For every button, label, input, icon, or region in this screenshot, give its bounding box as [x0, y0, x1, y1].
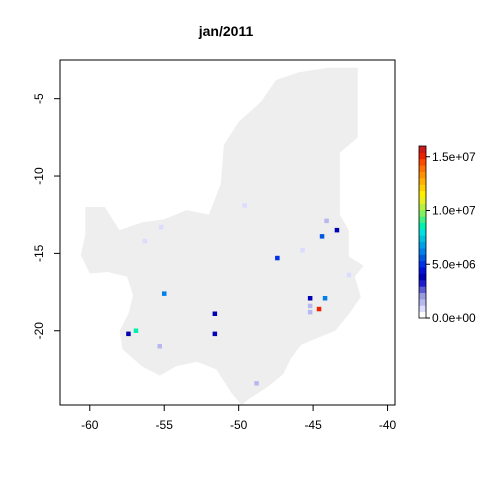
data-cell — [307, 296, 313, 301]
legend-tick-label: 1.0e+07 — [432, 204, 476, 218]
legend-swatch — [419, 158, 426, 166]
data-cell — [157, 344, 162, 349]
y-tick-label: -15 — [32, 244, 46, 262]
data-cell — [242, 203, 247, 208]
legend-swatch — [419, 298, 426, 306]
legend-swatch — [419, 254, 426, 262]
data-cell — [254, 381, 259, 386]
legend-swatch — [419, 273, 426, 281]
legend-tick-label: 0.0e+00 — [432, 311, 476, 325]
x-tick-label: -55 — [156, 418, 174, 432]
legend-swatch — [419, 286, 426, 294]
data-cell — [307, 303, 313, 309]
y-tick-label: -20 — [32, 322, 46, 340]
data-cell — [316, 306, 322, 312]
x-tick-label: -60 — [81, 418, 99, 432]
legend-swatch — [419, 311, 426, 319]
legend-swatch — [419, 260, 426, 268]
legend-swatch — [419, 292, 426, 300]
legend-swatch — [419, 216, 426, 223]
legend-tick-label: 5.0e+06 — [432, 257, 476, 271]
data-cell — [126, 331, 131, 337]
x-tick-label: -45 — [304, 418, 322, 432]
legend-swatch — [419, 228, 426, 236]
data-cell — [212, 331, 218, 337]
data-cell — [275, 255, 280, 261]
legend-swatch — [419, 165, 426, 172]
data-cell — [319, 234, 325, 239]
x-axis: -60 -55 -50 -45 -40 — [81, 404, 397, 432]
legend-frame — [418, 145, 427, 319]
legend-swatch — [419, 177, 426, 185]
x-tick-label: -40 — [379, 418, 397, 432]
legend-swatch — [419, 241, 426, 249]
legend-swatch — [419, 146, 426, 153]
legend-swatch — [419, 171, 426, 179]
legend-swatch — [419, 222, 426, 230]
color-legend: 0.0e+00 5.0e+06 1.0e+07 1.5e+07 — [418, 145, 476, 325]
data-cell — [133, 328, 139, 333]
data-cell — [346, 272, 352, 278]
legend-swatch — [419, 152, 426, 160]
data-cell — [307, 309, 313, 315]
legend-swatch — [419, 203, 426, 211]
x-tick-label: -50 — [230, 418, 248, 432]
data-cell — [324, 218, 329, 224]
data-cell — [142, 238, 148, 244]
data-cell — [334, 227, 340, 233]
legend-swatch — [419, 184, 426, 192]
legend-swatch — [419, 196, 426, 204]
legend-swatch — [419, 235, 426, 243]
points-layer — [126, 203, 352, 386]
legend-swatch — [419, 267, 426, 274]
chart-title: jan/2011 — [198, 23, 254, 39]
data-cell — [300, 248, 305, 253]
data-cell — [159, 224, 164, 230]
legend-swatch — [419, 247, 426, 255]
data-cell — [322, 296, 328, 301]
region-layer — [80, 67, 364, 405]
y-tick-label: -5 — [32, 93, 46, 104]
legend-swatch — [419, 190, 426, 198]
data-cell — [162, 291, 167, 296]
y-axis: -5 -10 -15 -20 — [32, 93, 61, 340]
legend-swatch — [419, 209, 426, 217]
legend-tick-label: 1.5e+07 — [432, 150, 476, 164]
data-cell — [212, 311, 218, 316]
legend-swatch — [419, 279, 426, 287]
data-region — [80, 67, 364, 405]
legend-swatch — [419, 305, 426, 313]
y-tick-label: -10 — [32, 167, 46, 185]
